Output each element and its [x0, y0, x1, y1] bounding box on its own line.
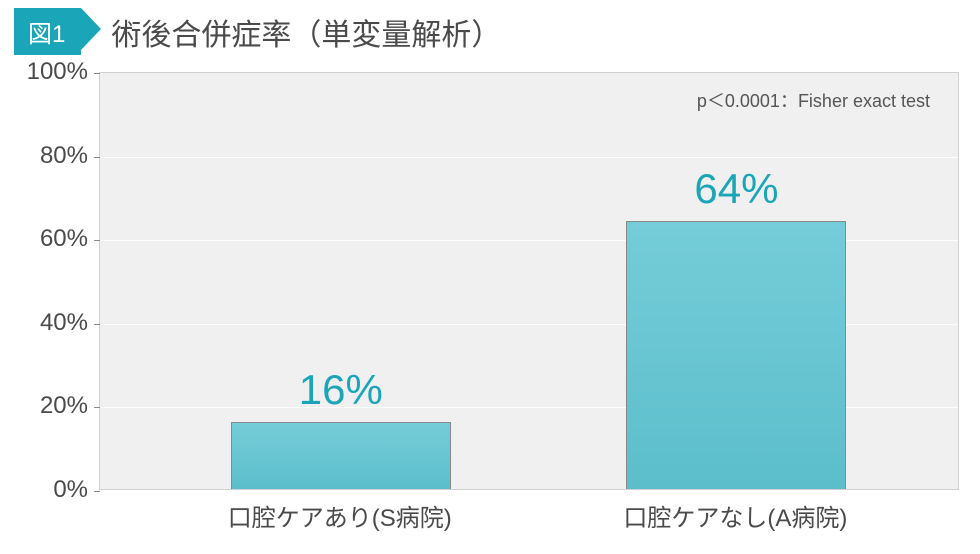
figure-title: 術後合併症率（単変量解析）	[111, 10, 501, 54]
gridline	[100, 157, 958, 158]
ytick-label: 0%	[8, 476, 88, 504]
bar	[626, 221, 846, 489]
xtick-label: 口腔ケアなし(A病院)	[623, 498, 847, 533]
stat-annotation: p＜0.0001：Fisher exact test	[697, 87, 930, 113]
figure-badge: 図1	[14, 8, 81, 55]
bar	[231, 422, 451, 489]
ytick-label: 100%	[8, 58, 88, 86]
ytick-label: 40%	[8, 309, 88, 337]
xtick-label: 口腔ケアあり(S病院)	[228, 498, 452, 533]
ytick-mark	[94, 73, 100, 74]
chart: p＜0.0001：Fisher exact test 16%64% 0%20%4…	[14, 62, 966, 540]
plot-area: p＜0.0001：Fisher exact test 16% 64%	[99, 72, 959, 490]
bar-value-label: 16%	[299, 366, 383, 414]
bar-value-label: 64%	[694, 165, 778, 213]
figure-header: 図1 術後合併症率（単変量解析）	[0, 0, 980, 55]
ytick-label: 80%	[8, 142, 88, 170]
ytick-label: 20%	[8, 392, 88, 420]
ytick-mark	[94, 491, 100, 492]
ytick-label: 60%	[8, 225, 88, 253]
figure-badge-text: 図1	[28, 21, 65, 48]
